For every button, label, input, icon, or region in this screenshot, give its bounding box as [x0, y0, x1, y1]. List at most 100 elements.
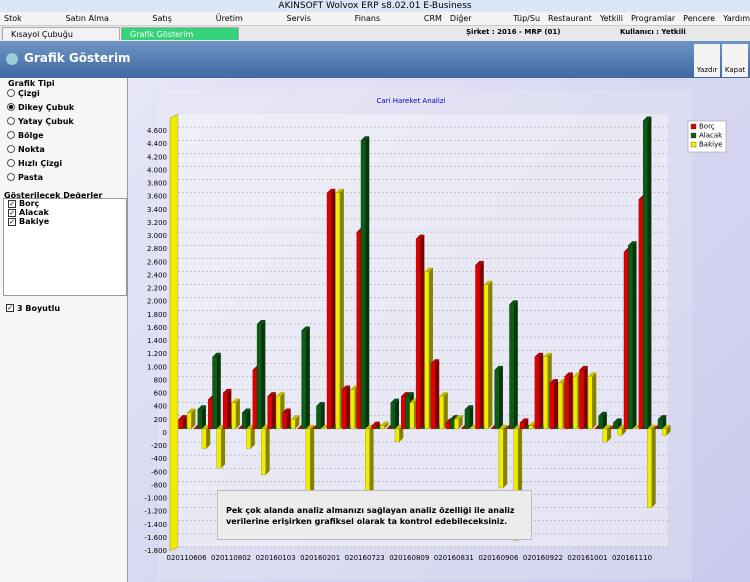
bar: [305, 428, 311, 495]
bar: [449, 418, 455, 430]
three-d-option[interactable]: ✓ 3 Boyutlu: [6, 303, 61, 313]
bar: [623, 251, 629, 430]
bar-side: [271, 392, 276, 429]
bar-top: [450, 415, 459, 420]
chart-type-option[interactable]: Yatay Çubuk: [3, 114, 127, 128]
option-label: Bakiye: [19, 217, 50, 226]
y-tick-label: 1.800: [147, 311, 167, 319]
menu-item[interactable]: Satın Alma Yönetimi: [65, 14, 109, 37]
menu-item[interactable]: Yardım: [723, 14, 750, 23]
bar-top: [401, 392, 410, 397]
chart-type-option[interactable]: Çizgi: [3, 86, 127, 100]
bar-top: [628, 241, 637, 246]
chart-type-option[interactable]: Hızlı Çizgi: [3, 156, 127, 170]
bar: [483, 284, 489, 430]
y-tick-label: 1.600: [147, 324, 167, 332]
bar: [475, 264, 480, 430]
bar-top: [534, 352, 544, 357]
bar: [657, 418, 663, 430]
print-button[interactable]: Yazdır: [694, 44, 720, 77]
bar-top: [257, 319, 266, 324]
menu-item[interactable]: Satış Yönetimi: [152, 14, 186, 37]
bar: [454, 418, 459, 430]
bar-top: [464, 405, 474, 410]
option-label: Yatay Çubuk: [18, 116, 74, 126]
bar: [212, 356, 217, 430]
bar: [534, 356, 540, 430]
value-option[interactable]: ✓ Bakiye: [4, 217, 126, 226]
bar-side: [216, 352, 221, 429]
bar-top: [613, 418, 622, 423]
bar: [186, 412, 192, 430]
bar-side: [632, 241, 637, 429]
sidebar: Grafik Tipi Çizgi Dikey Çubuk Yatay Çubuk B…: [0, 78, 128, 582]
bar: [445, 422, 451, 430]
value-option[interactable]: ✓ Borç: [4, 199, 126, 208]
tab[interactable]: Grafik Gösterim: [121, 27, 239, 40]
bar-top: [588, 372, 597, 377]
menu-item[interactable]: CRM: [423, 14, 442, 23]
y-tick-label: -600: [151, 468, 167, 476]
bar-top: [360, 136, 370, 141]
menu-item[interactable]: Tüp/Su: [513, 14, 541, 23]
bar: [201, 428, 207, 449]
bar: [222, 392, 228, 430]
bar-top: [454, 415, 463, 420]
bar-side: [554, 378, 559, 429]
value-option[interactable]: ✓ Alacak: [4, 208, 126, 217]
bar: [216, 428, 222, 469]
menu-item[interactable]: Finans Yönetimi: [354, 14, 389, 37]
chart-type-option[interactable]: Bölge: [3, 128, 127, 142]
option-label: Bölge: [18, 130, 44, 140]
menu-item[interactable]: Stok Yönetimi: [4, 14, 38, 37]
menu-item[interactable]: Yetkili: [599, 14, 623, 23]
menu-bar: Stok Yönetimi Satın Alma Yönetimi Satış Yö…: [0, 12, 750, 37]
bar-side: [369, 424, 374, 495]
menu-item[interactable]: Diğer İşlemler: [449, 14, 482, 37]
tab[interactable]: Kısayol Çubuğu: [2, 27, 120, 40]
checkbox: ✓: [8, 199, 16, 208]
y-tick-label: 2.800: [147, 245, 167, 253]
menu-item[interactable]: Restaurant: [548, 14, 592, 23]
bar: [301, 330, 307, 430]
bar: [464, 409, 470, 430]
menu-item[interactable]: Pencere: [683, 14, 716, 23]
option-label: Dikey Çubuk: [18, 102, 75, 112]
menu-item[interactable]: Üretim Yönetimi: [215, 14, 250, 37]
menu-item[interactable]: Servis Yönetimi: [286, 14, 321, 37]
bar: [638, 199, 644, 430]
y-tick-label: -1.200: [144, 508, 167, 516]
bar-side: [295, 415, 300, 429]
bar: [642, 120, 648, 430]
bar: [405, 395, 410, 430]
close-button[interactable]: Kapat: [722, 44, 748, 77]
x-tick-label: 020110606: [167, 554, 208, 562]
bar-top: [380, 421, 389, 426]
y-tick-label: 200: [154, 416, 167, 424]
bar: [390, 402, 396, 430]
legend-swatch: [690, 132, 697, 139]
y-tick-label: -800: [151, 481, 167, 489]
bar-top: [439, 392, 448, 397]
chart-type-option[interactable]: Nokta: [3, 142, 127, 156]
bar-side: [191, 408, 196, 429]
bar-side: [420, 234, 425, 429]
y-tick-label: 3.200: [147, 219, 167, 227]
bar-top: [549, 378, 559, 383]
y-tick-label: -400: [151, 455, 167, 463]
chart-type-option[interactable]: Pasta: [3, 170, 127, 184]
menu-item[interactable]: Programlar: [631, 14, 676, 23]
y-tick-label: 0: [163, 429, 167, 437]
y-tick-label: 400: [154, 403, 167, 411]
y-tick-label: 2.000: [147, 298, 167, 306]
chart-type-list: Çizgi Dikey Çubuk Yatay Çubuk Bölge Nokta Hız…: [3, 86, 127, 190]
axis-wall: [169, 113, 179, 552]
option-label: Pasta: [18, 172, 44, 182]
chart-type-option[interactable]: Dikey Çubuk: [3, 100, 127, 114]
y-tick-label: 4.200: [147, 153, 167, 161]
bar: [365, 428, 370, 495]
bar: [178, 418, 183, 430]
bar-side: [458, 415, 463, 429]
bar: [356, 231, 362, 430]
bar-top: [647, 424, 656, 429]
